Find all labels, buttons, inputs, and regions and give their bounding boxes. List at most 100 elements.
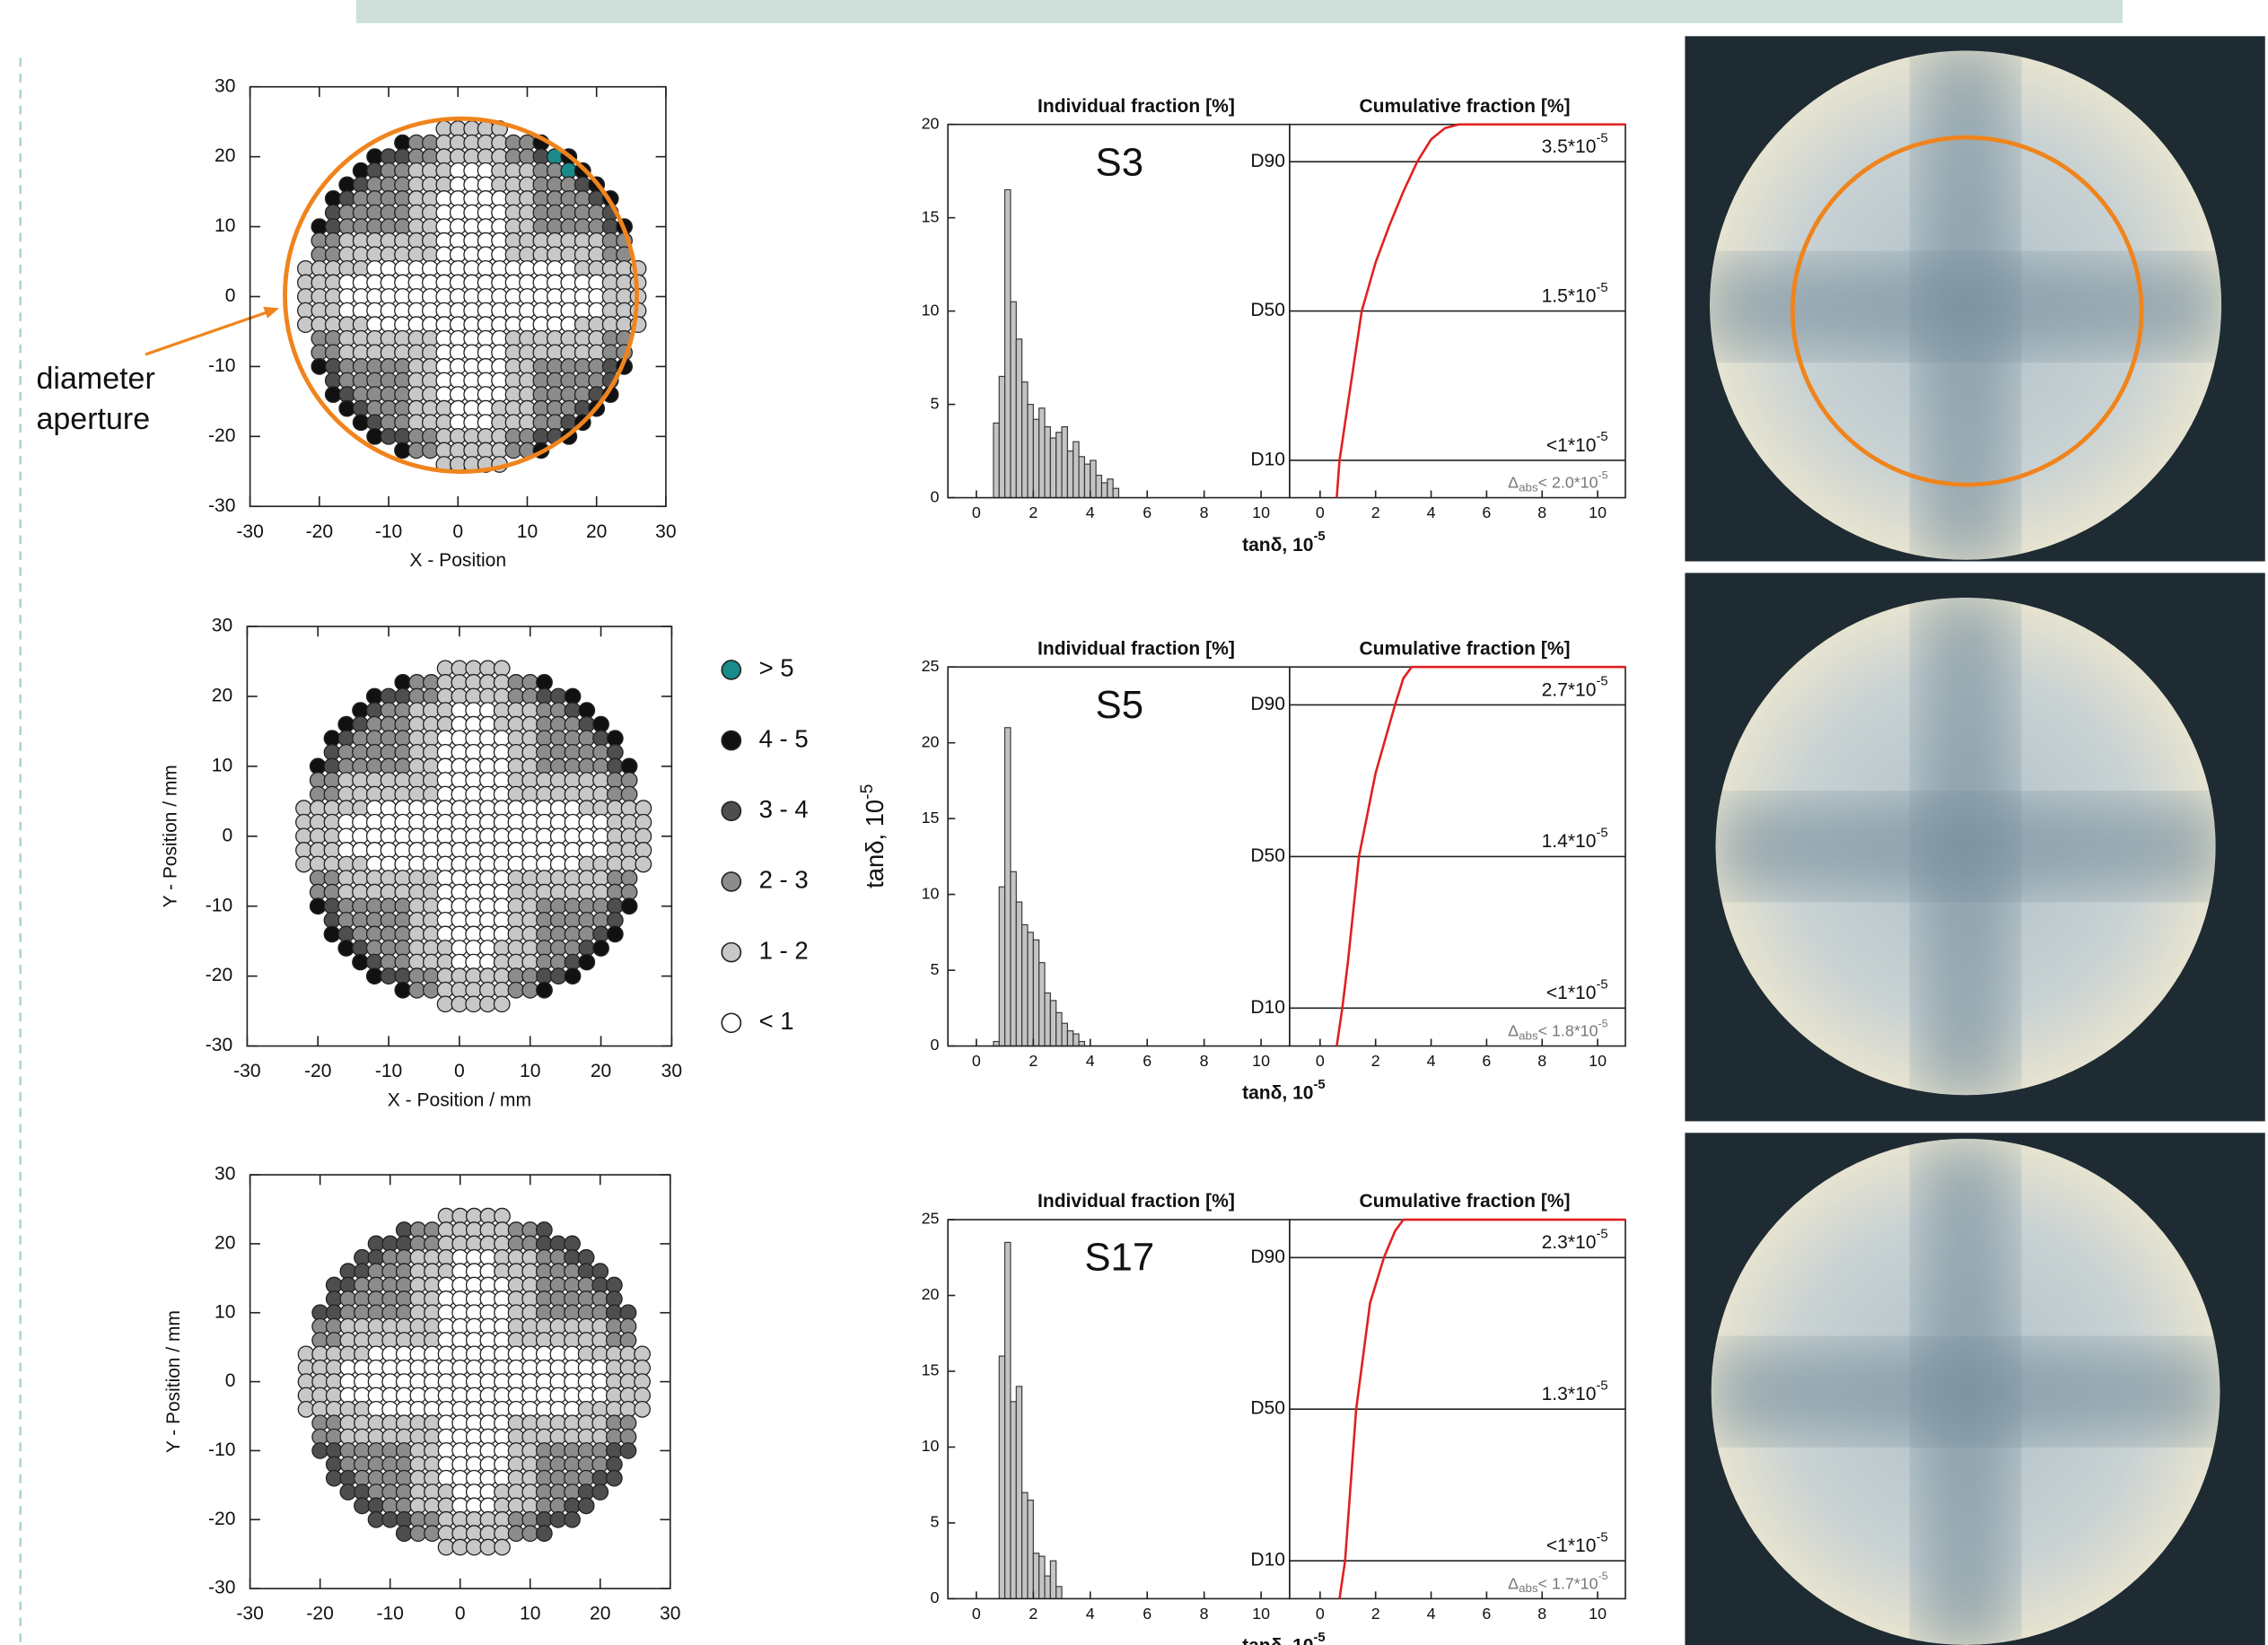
dot: [451, 898, 467, 914]
x-tick-label: 0: [452, 521, 463, 542]
sample-label: S3: [1096, 141, 1144, 184]
x-axis-label: tanδ, 10-5: [1242, 1631, 1326, 1645]
dot: [480, 801, 495, 816]
dot: [353, 786, 368, 801]
dot: [550, 745, 565, 760]
x-tick-label: 8: [1200, 503, 1209, 521]
dot: [565, 884, 580, 899]
dot: [537, 815, 552, 830]
dot: [550, 843, 565, 858]
dot: [579, 856, 594, 871]
dot: [508, 913, 523, 928]
x-axis-label: tanδ, 10-5: [1242, 1078, 1326, 1103]
annotation-arrow: [145, 311, 270, 354]
dot: [508, 884, 523, 899]
dot: [409, 954, 425, 969]
dot: [480, 898, 495, 914]
y-axis-label: Y - Position / mm: [163, 1310, 184, 1453]
sample-label: S17: [1084, 1237, 1154, 1280]
dot: [466, 968, 481, 984]
dot: [522, 675, 538, 690]
histogram-bar: [1056, 1587, 1062, 1599]
dot: [537, 703, 552, 718]
dot: [296, 815, 311, 830]
dot: [338, 856, 354, 871]
dot: [466, 801, 481, 816]
dot: [424, 786, 439, 801]
tick-note: <1*10-5: [1546, 430, 1608, 455]
histogram-bar: [1028, 932, 1033, 1046]
dot: [495, 1539, 510, 1554]
dot: [508, 1526, 523, 1541]
dot: [579, 703, 594, 718]
delta-note-part: abs: [1519, 1581, 1538, 1595]
dot: [312, 1443, 328, 1458]
x-axis-label: tanδ, 10-5: [1242, 529, 1326, 555]
dot: [437, 801, 452, 816]
dot: [621, 871, 636, 886]
dot: [480, 856, 495, 871]
dot: [550, 773, 565, 788]
legend-label: 4 - 5: [759, 724, 809, 752]
dot: [480, 773, 495, 788]
panel-title: Cumulative fraction [%]: [1359, 1191, 1570, 1212]
y-tick-label: 25: [922, 657, 940, 675]
y-axis-title: tanδ, 10-5: [858, 784, 889, 888]
dot: [353, 856, 368, 871]
dot: [480, 815, 495, 830]
dot: [480, 941, 495, 956]
dot: [565, 745, 580, 760]
dot: [522, 884, 538, 899]
tick-note-part: -5: [1596, 1378, 1607, 1393]
dot: [409, 871, 425, 886]
tick-note-part: 1.5*10: [1542, 285, 1597, 306]
dot: [424, 731, 439, 746]
histogram-bar: [1028, 1501, 1033, 1599]
dot: [466, 815, 481, 830]
tick-note: 1.5*10-5: [1542, 281, 1608, 306]
dot: [367, 913, 382, 928]
dot: [620, 1443, 635, 1458]
dot: [608, 843, 623, 858]
dot: [381, 786, 396, 801]
dot: [424, 856, 439, 871]
x-tick-label: 10: [520, 1061, 540, 1081]
dot: [424, 828, 439, 844]
tick-note-part: 1.3*10: [1542, 1384, 1597, 1404]
dot: [424, 703, 439, 718]
dot: [409, 828, 425, 844]
delta-note-part: -5: [1598, 1571, 1607, 1583]
dot: [367, 745, 382, 760]
dot: [424, 898, 439, 914]
dot: [353, 954, 368, 969]
dot: [480, 884, 495, 899]
dot: [437, 703, 452, 718]
y-tick-label: -20: [208, 425, 235, 446]
dot: [409, 773, 425, 788]
dot: [437, 843, 452, 858]
dot: [409, 716, 425, 731]
dot: [579, 731, 594, 746]
dot: [466, 773, 481, 788]
dot: [424, 843, 439, 858]
tick-note-part: -5: [1596, 827, 1607, 841]
dot: [395, 968, 410, 984]
dot: [537, 968, 552, 984]
dot: [437, 786, 452, 801]
dot: [480, 675, 495, 690]
dot: [395, 703, 410, 718]
dot: [466, 926, 481, 941]
dot: [367, 786, 382, 801]
dot: [296, 856, 311, 871]
dot: [480, 731, 495, 746]
histogram-bar: [1090, 460, 1096, 498]
x-tick-label: 0: [1316, 503, 1325, 521]
tick-note: 3.5*10-5: [1542, 131, 1608, 156]
dot: [522, 1526, 538, 1541]
dot: [508, 745, 523, 760]
delta-note-part: -5: [1598, 469, 1607, 482]
tick-note: 2.7*10-5: [1542, 675, 1608, 700]
dot: [437, 871, 452, 886]
dot: [437, 898, 452, 914]
y-tick-label: 10: [922, 884, 940, 902]
